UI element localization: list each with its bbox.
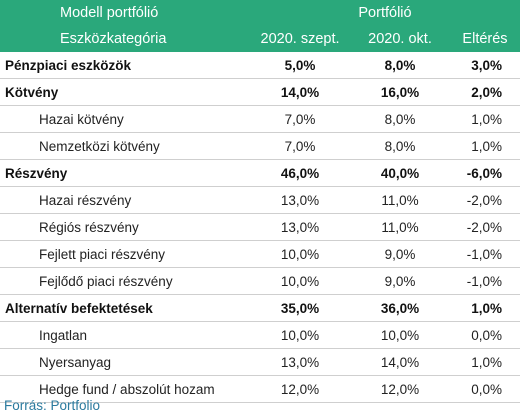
category-cell: Fejlett piaci részvény bbox=[0, 240, 250, 268]
category-cell: Részvény bbox=[0, 159, 250, 187]
source-note: Forrás: Portfolio bbox=[4, 398, 101, 413]
october-value-cell: 8,0% bbox=[350, 132, 450, 160]
category-cell: Hazai részvény bbox=[0, 186, 250, 214]
september-value-cell: 12,0% bbox=[250, 375, 350, 403]
category-cell: Kötvény bbox=[0, 78, 250, 106]
october-value-cell: 11,0% bbox=[350, 213, 450, 241]
header-model-portfolio: Modell portfólió bbox=[0, 0, 250, 26]
category-cell: Ingatlan bbox=[0, 321, 250, 349]
category-cell: Alternatív befektetések bbox=[0, 294, 250, 322]
difference-value-cell: -2,0% bbox=[450, 186, 520, 214]
table-row: Részvény 46,0% 40,0% -6,0% bbox=[0, 159, 520, 187]
category-cell: Nemzetközi kötvény bbox=[0, 132, 250, 160]
header-portfolio: Portfólió bbox=[250, 0, 520, 26]
october-value-cell: 9,0% bbox=[350, 240, 450, 268]
difference-value-cell: 0,0% bbox=[450, 321, 520, 349]
header-october: 2020. okt. bbox=[350, 26, 450, 52]
october-value-cell: 36,0% bbox=[350, 294, 450, 322]
october-value-cell: 9,0% bbox=[350, 267, 450, 295]
difference-value-cell: 0,0% bbox=[450, 375, 520, 403]
header-difference: Eltérés bbox=[450, 26, 520, 52]
table-row: Fejlett piaci részvény 10,0% 9,0% -1,0% bbox=[0, 240, 520, 268]
table-row: Alternatív befektetések 35,0% 36,0% 1,0% bbox=[0, 294, 520, 322]
october-value-cell: 8,0% bbox=[350, 52, 450, 79]
category-cell: Hedge fund / abszolút hozam bbox=[0, 375, 250, 403]
september-value-cell: 46,0% bbox=[250, 159, 350, 187]
october-value-cell: 8,0% bbox=[350, 105, 450, 133]
october-value-cell: 10,0% bbox=[350, 321, 450, 349]
difference-value-cell: -1,0% bbox=[450, 240, 520, 268]
september-value-cell: 13,0% bbox=[250, 348, 350, 376]
header-row-columns: Eszközkategória 2020. szept. 2020. okt. … bbox=[0, 26, 520, 52]
september-value-cell: 10,0% bbox=[250, 321, 350, 349]
difference-value-cell: 1,0% bbox=[450, 348, 520, 376]
october-value-cell: 40,0% bbox=[350, 159, 450, 187]
september-value-cell: 7,0% bbox=[250, 132, 350, 160]
category-cell: Régiós részvény bbox=[0, 213, 250, 241]
difference-value-cell: -6,0% bbox=[450, 159, 520, 187]
table-row: Fejlődő piaci részvény 10,0% 9,0% -1,0% bbox=[0, 267, 520, 295]
september-value-cell: 10,0% bbox=[250, 240, 350, 268]
october-value-cell: 16,0% bbox=[350, 78, 450, 106]
september-value-cell: 14,0% bbox=[250, 78, 350, 106]
september-value-cell: 35,0% bbox=[250, 294, 350, 322]
table-row: Kötvény 14,0% 16,0% 2,0% bbox=[0, 78, 520, 106]
portfolio-table: Modell portfólió Portfólió Eszközkategór… bbox=[0, 0, 520, 403]
difference-value-cell: -1,0% bbox=[450, 267, 520, 295]
september-value-cell: 10,0% bbox=[250, 267, 350, 295]
september-value-cell: 13,0% bbox=[250, 213, 350, 241]
header-september: 2020. szept. bbox=[250, 26, 350, 52]
october-value-cell: 11,0% bbox=[350, 186, 450, 214]
table-row: Pénzpiaci eszközök 5,0% 8,0% 3,0% bbox=[0, 52, 520, 79]
october-value-cell: 12,0% bbox=[350, 375, 450, 403]
difference-value-cell: 1,0% bbox=[450, 105, 520, 133]
category-cell: Pénzpiaci eszközök bbox=[0, 52, 250, 79]
difference-value-cell: 1,0% bbox=[450, 132, 520, 160]
table-row: Régiós részvény 13,0% 11,0% -2,0% bbox=[0, 213, 520, 241]
table-row: Ingatlan 10,0% 10,0% 0,0% bbox=[0, 321, 520, 349]
september-value-cell: 7,0% bbox=[250, 105, 350, 133]
header-row-top: Modell portfólió Portfólió bbox=[0, 0, 520, 26]
table-row: Nemzetközi kötvény 7,0% 8,0% 1,0% bbox=[0, 132, 520, 160]
difference-value-cell: -2,0% bbox=[450, 213, 520, 241]
table-row: Hazai részvény 13,0% 11,0% -2,0% bbox=[0, 186, 520, 214]
category-cell: Hazai kötvény bbox=[0, 105, 250, 133]
table-row: Hazai kötvény 7,0% 8,0% 1,0% bbox=[0, 105, 520, 133]
table-row: Hedge fund / abszolút hozam 12,0% 12,0% 0,0… bbox=[0, 375, 520, 403]
category-cell: Nyersanyag bbox=[0, 348, 250, 376]
category-cell: Fejlődő piaci részvény bbox=[0, 267, 250, 295]
october-value-cell: 14,0% bbox=[350, 348, 450, 376]
header-category: Eszközkategória bbox=[0, 26, 250, 52]
table-row: Nyersanyag 13,0% 14,0% 1,0% bbox=[0, 348, 520, 376]
difference-value-cell: 1,0% bbox=[450, 294, 520, 322]
difference-value-cell: 3,0% bbox=[450, 52, 520, 79]
september-value-cell: 5,0% bbox=[250, 52, 350, 79]
september-value-cell: 13,0% bbox=[250, 186, 350, 214]
difference-value-cell: 2,0% bbox=[450, 78, 520, 106]
